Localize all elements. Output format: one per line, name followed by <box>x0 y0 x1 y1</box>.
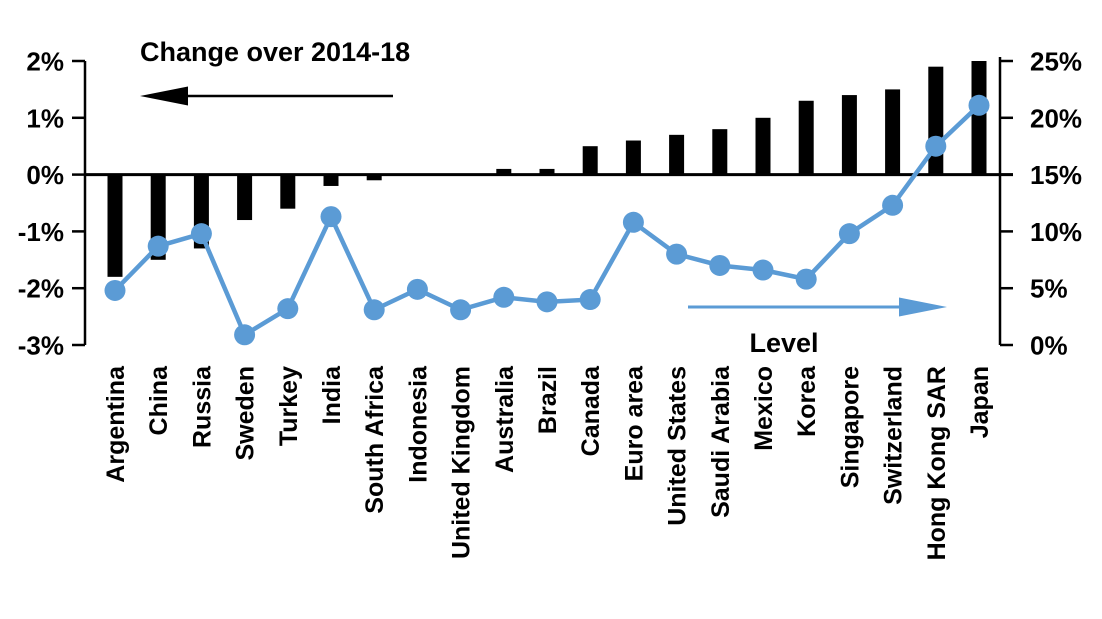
right-arrow-icon <box>688 297 947 317</box>
bar-euro-area <box>625 140 641 175</box>
x-axis-labels: Argentina China Russia Sweden Turkey India Sou… <box>102 365 994 561</box>
bar-saudi-arabia <box>712 129 728 175</box>
level-marker-sweden <box>234 324 256 346</box>
x-axis-label: United Kingdom <box>448 366 476 559</box>
level-marker-mexico <box>752 259 774 281</box>
level-marker-brazil <box>536 291 558 313</box>
right-axis-tick-label: 15% <box>1030 160 1082 190</box>
x-axis-label: South Africa <box>361 365 389 514</box>
level-marker-argentina <box>104 279 126 301</box>
bar-south-africa <box>366 174 382 181</box>
x-axis-label: China <box>145 365 173 436</box>
bars-group <box>107 61 987 277</box>
right-axis-tick-label: 20% <box>1030 103 1082 133</box>
bar-sweden <box>237 174 253 221</box>
level-marker-united-states <box>666 243 688 265</box>
level-marker-canada <box>579 289 601 311</box>
x-axis-label: Mexico <box>750 366 778 451</box>
x-axis-label: Singapore <box>836 366 864 488</box>
bar-singapore <box>841 95 857 175</box>
x-axis-label: Canada <box>577 365 605 456</box>
level-marker-russia <box>190 223 212 245</box>
level-marker-turkey <box>277 298 299 320</box>
x-axis-label: Japan <box>966 366 994 438</box>
x-axis-label: Argentina <box>102 365 130 483</box>
level-marker-singapore <box>838 223 860 245</box>
right-axis-tick-label: 0% <box>1030 331 1068 361</box>
x-axis-label: Indonesia <box>404 365 432 483</box>
left-axis-tick-label: -1% <box>18 217 64 247</box>
x-axis-label: Euro area <box>620 365 648 481</box>
level-marker-australia <box>493 286 515 308</box>
level-marker-united-kingdom <box>450 299 472 321</box>
level-marker-korea <box>795 268 817 290</box>
x-axis-label: Saudi Arabia <box>707 365 735 518</box>
left-axis-tick-label: -2% <box>18 274 64 304</box>
chart-title: Change over 2014-18 <box>140 37 410 67</box>
x-axis-label: Korea <box>793 365 821 437</box>
x-axis-label: Turkey <box>275 366 303 446</box>
level-marker-japan <box>968 94 990 116</box>
left-axis-tick-label: 0% <box>26 160 64 190</box>
level-marker-india <box>320 206 342 228</box>
bar-canada <box>582 146 598 175</box>
bar-india <box>323 174 339 186</box>
right-axis-tick-label: 25% <box>1030 47 1082 77</box>
level-marker-saudi-arabia <box>709 254 731 276</box>
left-axis: 2% 1% 0% -1% -2% -3% <box>18 47 87 361</box>
level-marker-switzerland <box>882 194 904 216</box>
level-label: Level <box>749 328 818 358</box>
level-marker-hong-kong-sar <box>925 135 947 157</box>
bar-korea <box>798 100 814 175</box>
bar-japan <box>971 61 987 175</box>
left-arrow-icon <box>140 86 393 106</box>
x-axis-label: United States <box>664 366 692 526</box>
left-axis-tick-label: -3% <box>18 331 64 361</box>
right-axis: 25% 20% 15% 10% 5% 0% <box>998 47 1082 361</box>
level-marker-south-africa <box>363 299 385 321</box>
bar-argentina <box>107 174 123 277</box>
right-axis-tick-label: 5% <box>1030 274 1068 304</box>
x-axis-label: Australia <box>491 365 519 473</box>
level-marker-china <box>147 235 169 257</box>
bar-turkey <box>280 174 296 209</box>
bar-mexico <box>755 117 771 175</box>
x-axis-label: Sweden <box>232 366 260 460</box>
bar-brazil <box>539 168 555 175</box>
x-axis-label: Switzerland <box>880 366 908 505</box>
left-axis-tick-label: 2% <box>26 47 64 77</box>
x-axis-label: Brazil <box>534 366 562 434</box>
bar-switzerland <box>885 89 901 175</box>
x-axis-label: India <box>318 365 346 424</box>
left-axis-tick-label: 1% <box>26 103 64 133</box>
x-axis-label: Russia <box>188 365 216 448</box>
right-axis-tick-label: 10% <box>1030 217 1082 247</box>
bar-australia <box>496 168 512 175</box>
markers-group <box>104 94 990 346</box>
bar-united-states <box>669 134 685 175</box>
level-marker-euro-area <box>622 211 644 233</box>
bar-hong-kong-sar <box>928 66 944 175</box>
x-axis-label: Hong Kong SAR <box>923 366 951 560</box>
level-marker-indonesia <box>406 278 428 300</box>
